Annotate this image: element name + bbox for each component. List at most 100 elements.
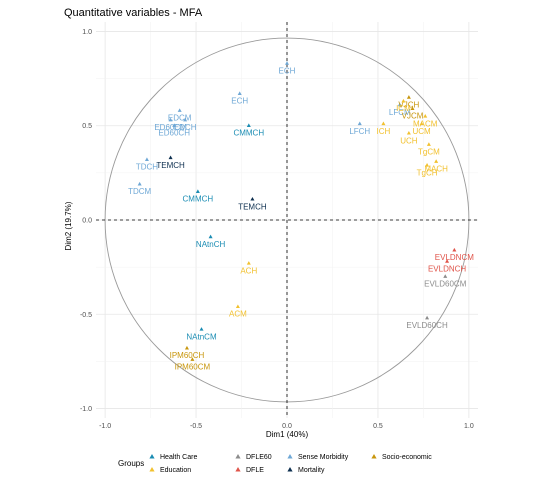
point-marker [190,357,195,361]
point-label: MACM [413,119,438,128]
point-marker [425,315,430,320]
x-tick-label: 0.0 [282,423,292,430]
point-label: TDCM [128,187,151,196]
chart-title: Quantitative variables - MFA [64,7,203,19]
point-label: EVLDNCH [428,264,466,273]
point-marker [208,234,213,239]
point-marker [397,102,402,107]
point-marker [410,106,415,111]
legend-key [149,454,155,459]
point-label: ICH [377,127,391,136]
guides [96,22,478,418]
point-label: UCM [413,127,432,136]
axis-ticks: -1.0 -0.5 0.0 0.5 1.0 -1.0 -0.5 0.0 0.5 1.0 [80,29,474,430]
point-marker [426,142,431,146]
point-label: EVLD60CM [424,280,467,289]
point-label: TDCH [136,163,158,172]
point-label: CMMCH [183,195,214,204]
point-label: TEMCH [238,202,267,211]
x-axis-label: Dim1 (40%) [266,430,309,439]
point-marker [137,181,142,186]
point-label: TEMCH [156,161,185,170]
point-marker [423,113,428,118]
point-label: LFCH [349,127,370,136]
point-marker [357,121,362,126]
y-tick-label: 1.0 [82,29,92,36]
point-label: TgCM [418,148,440,157]
point-label: VJCH [398,100,419,109]
y-tick-label: 0.5 [82,123,92,130]
point-marker [177,108,182,112]
point-label: EVLDNCM [435,253,474,262]
point-marker [235,304,240,309]
y-tick-label: -1.0 [80,406,92,413]
point-marker [406,95,411,99]
legend-key [371,454,377,459]
legend-key [287,467,293,472]
point-marker [246,261,251,265]
point-label: ICM [396,104,411,113]
legend-key [235,467,241,472]
x-tick-label: 0.5 [373,423,383,430]
point-label: LFCM [389,108,411,117]
point-marker [168,155,173,160]
point-marker [452,247,457,252]
point-label: ED60CH [158,129,190,138]
point-marker [419,121,424,126]
y-axis-label: Dim2 (19.7%) [64,201,73,250]
x-tick-label: 1.0 [464,423,474,430]
point-marker [443,274,448,278]
point-marker [184,345,189,350]
point-label: ECH [279,66,296,75]
x-tick-label: -1.0 [99,423,111,430]
point-marker [406,130,411,135]
y-tick-label: -0.5 [80,312,92,319]
point-label: EDCH [174,123,197,132]
point-label: CMMCH [233,129,264,138]
legend-entry-label: Education [160,467,191,474]
y-tick-label: 0.0 [82,218,92,225]
point-marker [425,163,430,167]
point-marker [401,98,406,103]
legend-key [287,454,293,459]
point-label: VJCM [402,112,424,121]
point-label: NAtnCM [186,332,217,341]
legend-entry-label: Sense Morbidity [298,454,349,461]
point-label: IPM60CH [170,351,205,360]
point-marker [168,117,173,122]
point-label: EVLD60CH [406,321,448,330]
legend-entry-label: Socio-economic [382,454,432,461]
point-label: ACM [229,310,247,319]
point-label: NAtnCH [196,240,226,249]
legend-entry-label: DFLE [246,467,264,474]
point-marker [195,189,200,194]
legend-key [235,454,241,459]
point-label: ACH [240,266,257,275]
point-marker [172,123,177,128]
point-label: TgCH [417,168,438,177]
point-marker [237,91,242,95]
legend-entry-label: Mortality [298,467,325,474]
legend-key [149,467,155,472]
point-label: MACH [424,165,448,174]
point-marker [199,327,204,331]
point-marker [246,123,251,128]
point-label: IPM60CM [175,363,211,372]
point-marker [144,157,149,161]
point-marker [183,117,188,122]
point-marker [445,259,450,263]
x-tick-label: -0.5 [190,423,202,430]
legend-entry-label: Health Care [160,454,197,461]
point-label: EDCM [168,114,192,123]
legend-title: Groups [118,459,144,468]
point-label: ECH [231,97,248,106]
point-label: UCH [400,136,418,145]
point-marker [434,159,439,163]
point-marker [285,61,289,65]
point-marker [381,121,386,126]
legend-entry-label: DFLE60 [246,454,272,461]
point-label: ED60CM [154,123,187,132]
